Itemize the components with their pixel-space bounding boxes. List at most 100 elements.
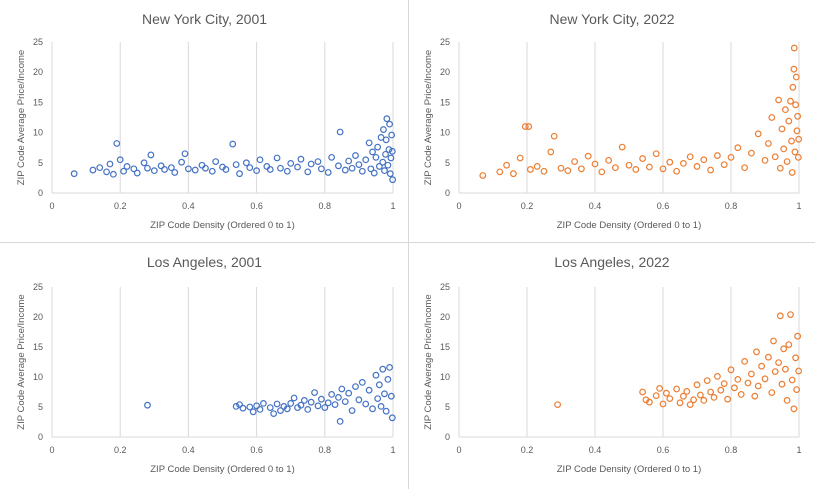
x-tick-label: 0	[456, 201, 461, 211]
data-point	[273, 154, 281, 162]
panel-la-2001: Los Angeles, 2001 0 0.2 0.4 0.6 0.8 1 0 5 10 15 20 2…	[0, 243, 409, 489]
data-point	[365, 139, 373, 147]
data-point	[690, 396, 698, 404]
x-tick-label: 1	[390, 445, 395, 455]
data-point	[157, 162, 165, 170]
data-point	[379, 365, 387, 373]
data-point	[656, 384, 664, 392]
y-tick-label: 25	[440, 282, 450, 292]
data-point	[381, 390, 388, 398]
data-point	[783, 158, 791, 165]
data-point	[521, 123, 529, 130]
data-point	[776, 312, 784, 320]
data-point	[783, 396, 791, 404]
data-point	[652, 150, 660, 158]
data-point	[369, 148, 376, 156]
data-point	[547, 148, 555, 156]
data-point	[387, 392, 395, 400]
data-point	[793, 127, 801, 135]
x-axis-label: ZIP Code Density (Ordered 0 to 1)	[557, 220, 702, 231]
data-point	[335, 393, 342, 401]
data-point	[741, 164, 749, 172]
data-point	[780, 345, 788, 353]
data-point	[150, 167, 158, 175]
data-point	[710, 393, 718, 401]
data-point	[379, 158, 387, 166]
y-tick-label: 25	[440, 37, 450, 47]
data-point	[133, 169, 141, 177]
data-point	[765, 353, 772, 361]
data-point	[790, 65, 798, 73]
data-point	[355, 161, 363, 169]
data-point	[673, 167, 681, 175]
x-axis-label: ZIP Code Density (Ordered 0 to 1)	[557, 464, 702, 475]
y-tick-label: 15	[440, 97, 450, 107]
x-tick-label: 0.8	[319, 445, 332, 455]
data-point	[297, 401, 305, 409]
data-point	[697, 391, 704, 399]
data-point	[345, 157, 353, 165]
data-point	[388, 131, 396, 139]
data-point	[253, 167, 261, 175]
data-point	[348, 164, 356, 172]
data-point	[388, 147, 396, 155]
data-point	[791, 148, 799, 156]
x-tick-label: 1	[796, 445, 801, 455]
data-point	[720, 161, 728, 169]
x-tick-label: 1	[796, 201, 801, 211]
data-point	[666, 395, 674, 403]
data-point	[659, 400, 667, 408]
data-point	[222, 166, 230, 173]
data-point	[249, 408, 257, 416]
data-point	[181, 150, 189, 158]
data-point	[304, 168, 312, 176]
x-tick-label: 0.6	[657, 201, 670, 211]
y-tick-label: 25	[33, 282, 43, 292]
data-point	[686, 153, 694, 161]
y-axis-label: ZIP Code Average Price/Income	[16, 50, 27, 185]
data-point	[775, 359, 783, 366]
data-point	[297, 155, 305, 163]
data-point	[525, 123, 533, 130]
x-tick-label: 1	[390, 201, 395, 211]
y-tick-label: 10	[440, 372, 450, 382]
data-point	[758, 362, 766, 370]
y-tick-label: 5	[38, 402, 43, 412]
data-point	[768, 389, 776, 397]
data-point	[341, 398, 349, 406]
data-point	[384, 161, 392, 169]
y-tick-label: 0	[445, 432, 450, 442]
data-point	[144, 401, 151, 409]
data-point	[352, 152, 359, 159]
data-point	[336, 417, 344, 425]
x-tick-label: 0.8	[319, 201, 332, 211]
data-point	[787, 97, 794, 105]
data-point	[479, 172, 487, 179]
data-point	[270, 410, 278, 418]
data-point	[370, 169, 378, 177]
data-point	[178, 158, 185, 166]
data-point	[389, 176, 397, 184]
x-tick-label: 0.4	[589, 201, 602, 211]
data-point	[662, 389, 670, 397]
data-point	[345, 389, 353, 397]
data-point	[792, 73, 800, 81]
data-point	[720, 380, 728, 388]
data-point	[550, 132, 558, 140]
data-point	[375, 381, 383, 389]
data-point	[598, 168, 606, 176]
panel-la-2022: Los Angeles, 2022 0 0.2 0.4 0.6 0.8 1 0 5 10 15 20 2…	[409, 243, 815, 489]
data-point	[113, 140, 121, 147]
data-point	[770, 337, 777, 345]
data-point	[790, 405, 798, 413]
chart-title: Los Angeles, 2022	[554, 254, 669, 270]
data-point	[365, 386, 373, 394]
data-point	[161, 166, 168, 173]
data-point	[246, 164, 254, 172]
data-point	[362, 400, 370, 408]
data-point	[171, 169, 179, 176]
y-tick-label: 5	[445, 402, 450, 412]
data-point	[693, 163, 701, 170]
data-point	[540, 167, 548, 175]
